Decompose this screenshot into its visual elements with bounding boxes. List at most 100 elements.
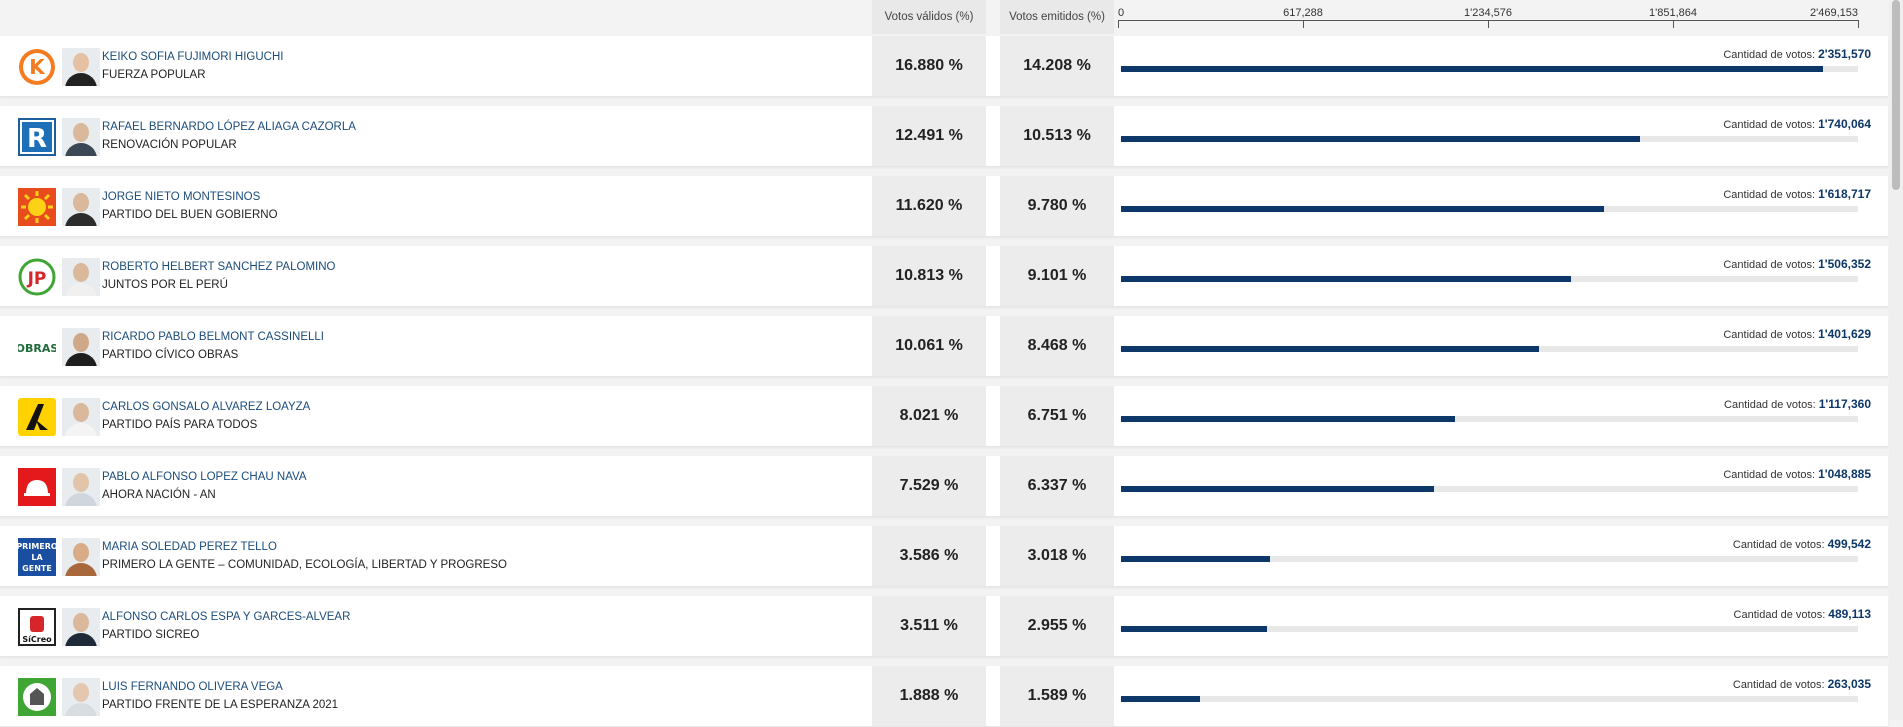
votes-count-label: Cantidad de votos: — [1723, 189, 1816, 201]
candidate-name[interactable]: ALFONSO CARLOS ESPA Y GARCES-ALVEAR — [102, 611, 351, 623]
votes-bar-track — [1121, 276, 1858, 282]
emitted-votes-percent: 1.589 % — [1000, 666, 1114, 726]
candidate-name[interactable]: CARLOS GONSALO ALVAREZ LOAYZA — [102, 401, 311, 413]
votes-count: Cantidad de votos: 1'506,352 — [1723, 257, 1871, 271]
candidate-photo — [62, 398, 100, 436]
obras-logo-icon: OBRAS — [18, 328, 56, 366]
valid-votes-percent: 7.529 % — [872, 456, 986, 516]
party-name: JUNTOS POR EL PERÚ — [102, 279, 228, 291]
candidate-photo — [62, 118, 100, 156]
party-name: FUERZA POPULAR — [102, 69, 206, 81]
axis-tick-label: 0 — [1118, 7, 1125, 19]
axis-tick — [1303, 20, 1304, 28]
votes-bar-track — [1121, 136, 1858, 142]
votes-bar — [1121, 276, 1571, 282]
candidate-photo — [62, 468, 100, 506]
votes-bar-track — [1121, 486, 1858, 492]
votes-count: Cantidad de votos: 1'618,717 — [1723, 187, 1871, 201]
votes-bar-track — [1121, 696, 1858, 702]
scrollbar-thumb[interactable] — [1892, 0, 1900, 190]
candidate-row: LUIS FERNANDO OLIVERA VEGA PARTIDO FRENT… — [0, 666, 1888, 727]
candidate-row: OBRAS RICARDO PABLO BELMONT CASSINELLI P… — [0, 316, 1888, 377]
party-name: RENOVACIÓN POPULAR — [102, 139, 237, 151]
candidate-row: SíCreo ALFONSO CARLOS ESPA Y GARCES-ALVE… — [0, 596, 1888, 657]
valid-votes-percent: 12.491 % — [872, 106, 986, 166]
votes-bar — [1121, 206, 1605, 212]
candidate-row: JORGE NIETO MONTESINOS PARTIDO DEL BUEN … — [0, 176, 1888, 237]
votes-count-value: 1'740,064 — [1818, 117, 1871, 131]
party-name: PARTIDO DEL BUEN GOBIERNO — [102, 209, 278, 221]
candidate-name[interactable]: ROBERTO HELBERT SANCHEZ PALOMINO — [102, 261, 336, 273]
valid-votes-header: Votos válidos (%) — [872, 0, 986, 34]
frente-esperanza-logo-icon — [18, 678, 56, 716]
pais-para-todos-logo-icon — [18, 398, 56, 436]
votes-count-label: Cantidad de votos: — [1732, 679, 1825, 691]
valid-votes-percent: 11.620 % — [872, 176, 986, 236]
candidate-row: PRIMERO LA GENTE MARIA SOLEDAD PEREZ TEL… — [0, 526, 1888, 587]
sun-logo-icon — [18, 188, 56, 226]
candidate-row: PABLO ALFONSO LOPEZ CHAU NAVA AHORA NACI… — [0, 456, 1888, 517]
votes-count-label: Cantidad de votos: — [1723, 469, 1816, 481]
emitted-votes-percent: 2.955 % — [1000, 596, 1114, 656]
votes-bar-track — [1121, 416, 1858, 422]
juntos-por-el-peru-logo-icon: JP — [18, 258, 56, 296]
valid-votes-percent: 16.880 % — [872, 36, 986, 96]
votes-count: Cantidad de votos: 489,113 — [1734, 607, 1871, 621]
valid-votes-percent: 3.586 % — [872, 526, 986, 586]
candidate-name[interactable]: LUIS FERNANDO OLIVERA VEGA — [102, 681, 283, 693]
votes-count-label: Cantidad de votos: — [1732, 539, 1825, 551]
candidate-photo — [62, 538, 100, 576]
emitted-votes-percent: 14.208 % — [1000, 36, 1114, 96]
votes-count: Cantidad de votos: 1'048,885 — [1723, 467, 1871, 481]
candidate-name[interactable]: RAFAEL BERNARDO LÓPEZ ALIAGA CAZORLA — [102, 121, 356, 133]
axis-tick — [1673, 20, 1674, 28]
candidate-name[interactable]: JORGE NIETO MONTESINOS — [102, 191, 261, 203]
helmet-logo-icon — [18, 468, 56, 506]
candidate-row: JP ROBERTO HELBERT SANCHEZ PALOMINO JUNT… — [0, 246, 1888, 307]
candidate-row: K KEIKO SOFIA FUJIMORI HIGUCHI FUERZA PO… — [0, 36, 1888, 97]
svg-text:OBRAS: OBRAS — [18, 342, 56, 355]
votes-count: Cantidad de votos: 499,542 — [1733, 537, 1871, 551]
valid-votes-percent: 1.888 % — [872, 666, 986, 726]
votes-count-value: 1'117,360 — [1818, 397, 1871, 411]
votes-count-value: 489,113 — [1828, 607, 1871, 621]
fuerza-popular-logo-icon: K — [18, 48, 56, 86]
party-name: PARTIDO PAÍS PARA TODOS — [102, 419, 258, 431]
votes-count-label: Cantidad de votos: — [1723, 259, 1816, 271]
votes-count-label: Cantidad de votos: — [1733, 609, 1826, 621]
votes-count-value: 1'401,629 — [1818, 327, 1871, 341]
votes-count-label: Cantidad de votos: — [1723, 329, 1816, 341]
vertical-scrollbar[interactable] — [1889, 0, 1903, 720]
emitted-votes-percent: 3.018 % — [1000, 526, 1114, 586]
votes-count-value: 1'506,352 — [1818, 257, 1871, 271]
votes-count: Cantidad de votos: 1'117,360 — [1724, 397, 1871, 411]
candidate-name[interactable]: MARIA SOLEDAD PEREZ TELLO — [102, 541, 277, 553]
candidate-photo — [62, 188, 100, 226]
votes-bar — [1121, 66, 1823, 72]
valid-votes-percent: 3.511 % — [872, 596, 986, 656]
votes-bar-track — [1121, 66, 1858, 72]
renovacion-popular-logo-icon: R — [18, 118, 56, 156]
party-name: PARTIDO SICREO — [102, 629, 200, 641]
svg-text:JP: JP — [27, 269, 47, 289]
candidate-photo — [62, 48, 100, 86]
votes-count-value: 1'618,717 — [1818, 187, 1871, 201]
votes-bar-track — [1121, 626, 1858, 632]
emitted-votes-percent: 9.101 % — [1000, 246, 1114, 306]
candidate-name[interactable]: KEIKO SOFIA FUJIMORI HIGUCHI — [102, 51, 284, 63]
votes-bar — [1121, 696, 1200, 702]
votes-bar — [1121, 556, 1271, 562]
candidate-photo — [62, 328, 100, 366]
candidate-name[interactable]: PABLO ALFONSO LOPEZ CHAU NAVA — [102, 471, 307, 483]
emitted-votes-header: Votos emitidos (%) — [1000, 0, 1114, 34]
valid-votes-percent: 8.021 % — [872, 386, 986, 446]
candidate-name[interactable]: RICARDO PABLO BELMONT CASSINELLI — [102, 331, 324, 343]
votes-bar — [1121, 346, 1540, 352]
svg-text:K: K — [29, 55, 46, 79]
votes-bar — [1121, 416, 1455, 422]
votes-count: Cantidad de votos: 263,035 — [1733, 677, 1871, 691]
votes-count-label: Cantidad de votos: — [1723, 119, 1816, 131]
votes-axis: 0 617,288 1'234,576 1'851,864 2'469,153 — [1118, 0, 1859, 34]
axis-tick-label: 617,288 — [1283, 7, 1323, 19]
candidate-row: R RAFAEL BERNARDO LÓPEZ ALIAGA CAZORLA R… — [0, 106, 1888, 167]
